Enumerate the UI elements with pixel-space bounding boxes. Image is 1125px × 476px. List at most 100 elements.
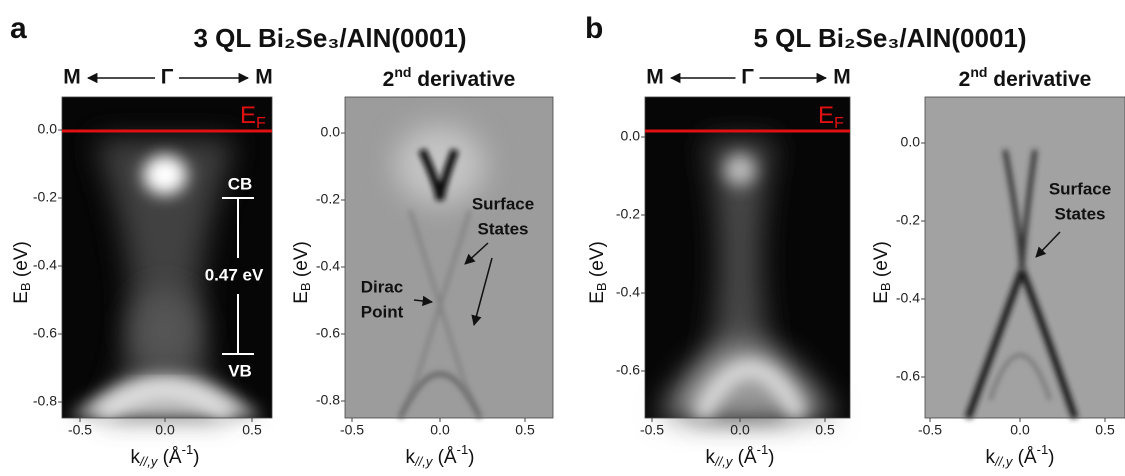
text-part: derivative [987,68,1091,91]
y-tick-label: -0.6 [616,362,640,378]
text-part: -1 [1037,442,1049,457]
text-part: (Å [157,447,182,468]
text-part: 2 [959,68,971,91]
text-part: k [985,447,995,468]
derivative-header: 2nd derivative [383,64,516,91]
x-tick-label: 0.0 [1010,422,1030,438]
text-part: (eV) [871,241,892,282]
arrow [471,257,493,327]
text-part: ) [768,447,774,468]
text-part: B [298,282,313,291]
band-line [1002,149,1038,271]
annotation: States [477,219,528,238]
annotation: 0.47 eV [205,265,264,284]
y-tick-label: -0.4 [616,284,640,300]
x-axis-label: k//,y (Å-1) [705,442,774,469]
band-glow [724,154,756,186]
y-tick-label: -0.4 [316,258,340,274]
band-line [418,148,459,201]
x-tick-label: 0.0 [730,422,750,438]
band-line [964,268,1079,420]
text-part: E [871,291,892,304]
panel-letter: b [585,12,603,45]
derivative-header: 2nd derivative [959,64,1092,91]
y-tick-label: -0.6 [896,368,920,384]
text-part: //,y [139,454,159,469]
header-center: Γ [161,66,174,89]
text-part: F [256,115,266,132]
y-tick-label: 0.0 [901,134,921,150]
text-part: (eV) [291,241,312,282]
y-axis-label: EB (eV) [871,241,893,304]
header-right: M [255,66,273,89]
panel-title: 3 QL Bi₂Se₃/AlN(0001) [193,23,466,53]
text-part: E [240,102,256,129]
x-tick-label: 0.5 [515,422,535,438]
band-glow [691,360,809,423]
annotation: Surface [472,194,534,213]
annotation: Dirac [361,277,404,296]
text-part: (eV) [587,241,608,282]
band-line [988,353,1052,401]
text-part: (Å [732,447,757,468]
x-tick-label: -0.5 [918,422,942,438]
band-glow [130,290,200,370]
text-part: (eV) [11,241,32,282]
plot-frame [924,96,1125,419]
plot-frame [344,96,554,419]
fermi-label: EF [818,102,844,132]
arrow [1035,231,1061,258]
panel-title: 5 QL Bi₂Se₃/AlN(0001) [753,23,1026,53]
plot: 0.0-0.2-0.4-0.6-0.5 0.0 0.5EB (eV)k//,y (Å… [587,66,851,470]
band-line [408,209,472,401]
text-part: -1 [182,442,194,457]
y-tick-label: -0.4 [896,290,920,306]
x-tick-label: -0.5 [340,422,364,438]
band-line [397,371,483,420]
text-part: E [291,291,312,304]
y-tick-label: -0.2 [896,212,920,228]
x-tick-label: 0.0 [430,422,450,438]
x-axis-label: k//,y (Å-1) [130,442,199,469]
text-part: E [587,291,608,304]
text-part: B [594,282,609,291]
text-part: B [18,282,33,291]
y-axis-label: EB (eV) [291,241,313,304]
header-right: M [833,66,851,89]
plot-frame [61,96,273,419]
text-part: ) [468,447,474,468]
text-part: nd [970,64,987,80]
text-part: 2 [383,68,395,91]
text-part: nd [394,64,411,80]
text-part: -1 [457,442,469,457]
x-tick-label: 0.5 [242,422,262,438]
y-tick-label: -0.8 [33,393,57,409]
band-glow [95,382,235,424]
annotation: CB [228,174,253,193]
plot: 0.0-0.2-0.4-0.6-0.5 0.0 0.5EB (eV)k//,y (Å… [871,64,1125,469]
text-part: B [878,282,893,291]
text-part: k [705,447,715,468]
annotation: States [1054,204,1105,223]
text-part: F [834,115,844,132]
x-axis-label: k//,y (Å-1) [985,442,1054,469]
header-center: Γ [741,66,754,89]
text-part: -1 [757,442,769,457]
x-axis-label: k//,y (Å-1) [405,442,474,469]
band-glow [95,140,235,418]
text-part: ) [1048,447,1054,468]
y-tick-label: -0.6 [33,325,57,341]
text-part: //,y [414,454,434,469]
y-tick-label: -0.6 [316,325,340,341]
y-tick-label: -0.8 [316,392,340,408]
fermi-label: EF [240,102,266,132]
panel-letter: a [10,12,27,45]
annotation: Point [361,302,404,321]
y-tick-label: -0.2 [616,206,640,222]
y-tick-label: -0.4 [33,257,57,273]
text-part: ) [193,447,199,468]
y-tick-label: -0.2 [33,189,57,205]
y-tick-label: 0.0 [321,124,341,140]
text-part: E [818,102,834,129]
